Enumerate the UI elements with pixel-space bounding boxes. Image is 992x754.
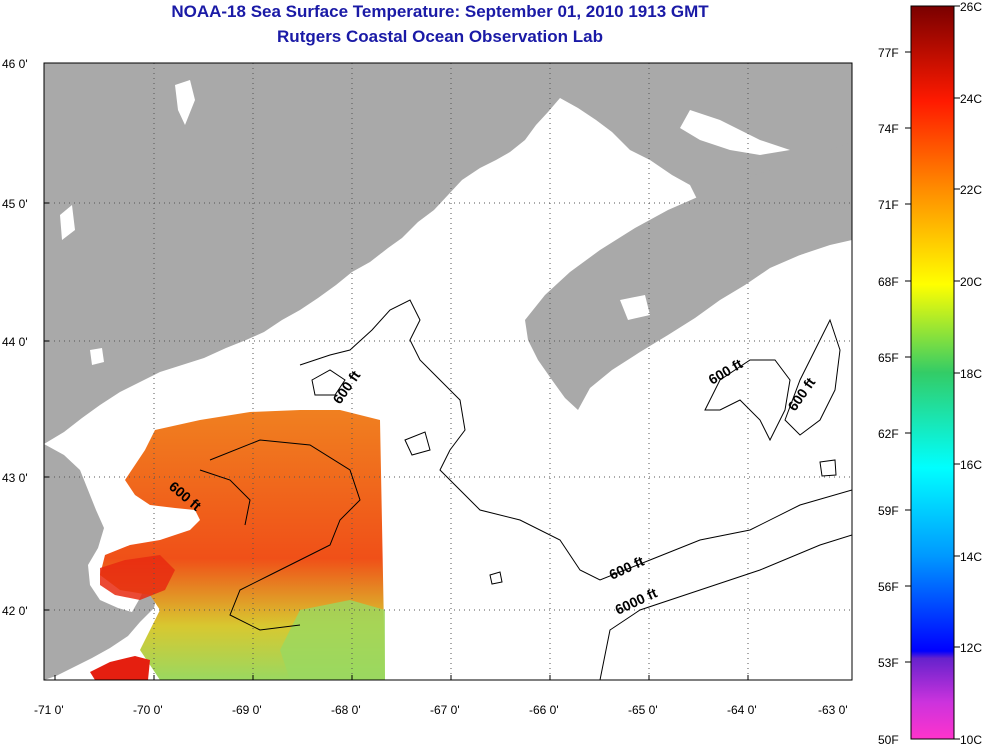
colorbar-fahrenheit-label: 71F [878,198,899,212]
lat-label: 46 0' [2,57,28,71]
sst-warm-patch-south [90,656,150,680]
colorbar-ticks [905,5,960,740]
colorbar [910,5,955,740]
land-pei [680,110,790,155]
colorbar-celsius-label: 16C [960,458,982,472]
colorbar-fahrenheit-label: 56F [878,580,899,594]
axis-ticks [44,62,749,680]
colorbar-fahrenheit-label: 68F [878,275,899,289]
lon-label: -70 0' [133,703,163,717]
map-frame [43,62,853,681]
chart-title: NOAA-18 Sea Surface Temperature: Septemb… [171,2,709,21]
lon-label: -63 0' [818,703,848,717]
colorbar-fahrenheit-label: 50F [878,733,899,747]
colorbar-celsius-label: 26C [960,0,982,14]
colorbar-celsius-label: 14C [960,550,982,564]
lat-label: 42 0' [2,604,28,618]
sst-cool-patch [280,600,385,680]
colorbar-fahrenheit-label: 53F [878,656,899,670]
lon-label: -65 0' [628,703,658,717]
chart-subtitle: Rutgers Coastal Ocean Observation Lab [277,27,603,46]
colorbar-celsius-label: 10C [960,733,982,747]
land-massachusetts [44,444,158,680]
colorbar-celsius-label: 18C [960,367,982,381]
colorbar-fahrenheit-label: 77F [878,46,899,60]
lon-label: -68 0' [331,703,361,717]
colorbar-celsius-label: 24C [960,92,982,106]
lat-label: 43 0' [2,471,28,485]
sst-warm-patch [100,555,175,600]
colorbar-fahrenheit-label: 74F [878,122,899,136]
colorbar-celsius-label: 22C [960,183,982,197]
land-maine-newbrunswick [44,63,852,444]
lon-label: -69 0' [232,703,262,717]
bathymetry-contours [199,299,852,680]
lon-label: -64 0' [727,703,757,717]
lon-label: -67 0' [430,703,460,717]
lon-label: -71 0' [34,703,64,717]
colorbar-celsius-label: 12C [960,641,982,655]
lon-label: -66 0' [529,703,559,717]
colorbar-fahrenheit-label: 65F [878,351,899,365]
lat-label: 44 0' [2,335,28,349]
colorbar-celsius-label: 20C [960,275,982,289]
land-nova-scotia [525,63,852,410]
colorbar-fahrenheit-label: 59F [878,504,899,518]
lat-label: 45 0' [2,197,28,211]
colorbar-fahrenheit-label: 62F [878,427,899,441]
